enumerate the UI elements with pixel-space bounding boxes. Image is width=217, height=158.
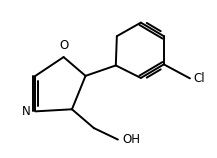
Text: N: N [21,105,30,118]
Text: OH: OH [122,133,140,146]
Text: O: O [59,39,68,52]
Text: Cl: Cl [194,72,205,85]
